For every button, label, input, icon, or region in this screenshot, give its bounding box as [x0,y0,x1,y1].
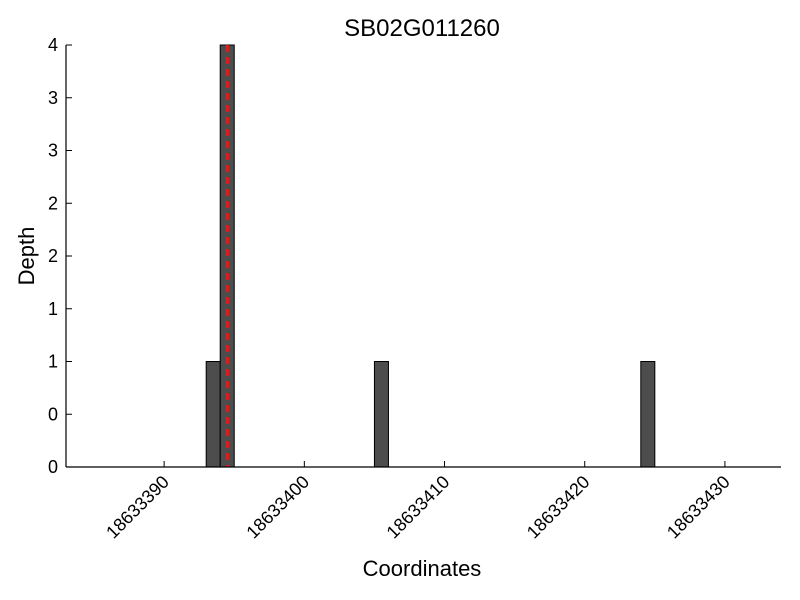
y-tick-label: 3 [48,141,58,161]
bar-18633405 [373,361,389,468]
x-axis-label: Coordinates [363,556,482,581]
x-tick-label: 18633390 [102,472,173,543]
x-ticks-group: 18633390 18633400 18633410 18633420 18633430 [102,461,734,542]
y-axis-label: Depth [14,227,39,286]
y-tick-label: 4 [48,35,58,55]
y-tick-label: 3 [48,88,58,108]
axes-group [65,45,781,468]
x-tick-label: 18633410 [383,472,454,543]
bars-group [205,44,656,468]
y-tick-label: 0 [48,457,58,477]
y-tick-label: 2 [48,246,58,266]
y-tick-label: 0 [48,404,58,424]
bar-18633424 [640,361,656,468]
y-ticks-group: 0 0 1 1 2 2 3 3 4 [48,35,72,477]
chart-title: SB02G011260 [344,15,500,42]
bar-18633393 [205,361,221,468]
y-tick-label: 2 [48,193,58,213]
x-tick-label: 18633400 [242,472,313,543]
x-tick-label: 18633430 [663,472,734,543]
y-tick-label: 1 [48,299,58,319]
x-tick-label: 18633420 [523,472,594,543]
y-tick-label: 1 [48,352,58,372]
